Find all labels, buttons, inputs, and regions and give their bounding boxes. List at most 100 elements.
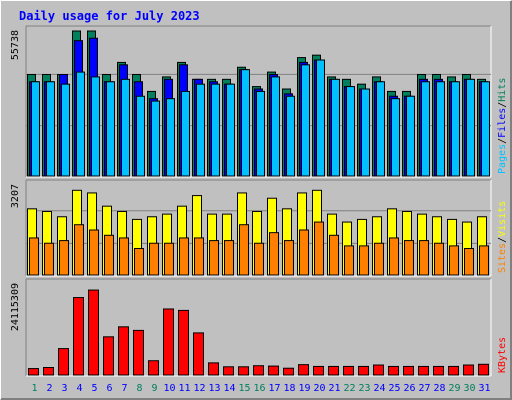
sites-bar-day-16: [254, 242, 264, 276]
sites-bar-day-17: [269, 232, 279, 276]
kbytes-bar-day-16: [253, 365, 264, 376]
sites-bar-day-10: [164, 242, 174, 276]
kbytes-bar-day-24: [373, 364, 384, 376]
legend-visits-sites: Sites/Visits: [497, 201, 508, 273]
pages-bar-day-7: [121, 78, 130, 177]
sites-bar-day-19: [299, 229, 309, 276]
day-label-1: 1: [31, 383, 37, 394]
pages-bar-day-1: [31, 81, 40, 177]
pages-bar-day-15: [241, 69, 250, 177]
pages-bar-day-22: [346, 86, 355, 177]
pages-bar-day-19: [301, 64, 310, 177]
kbytes-bar-day-23: [358, 365, 369, 376]
day-label-11: 11: [178, 383, 190, 394]
day-label-27: 27: [418, 383, 430, 394]
sites-bar-day-25: [389, 237, 399, 276]
kbytes-bar-day-4: [73, 297, 84, 376]
day-label-25: 25: [388, 383, 400, 394]
day-label-14: 14: [223, 383, 235, 394]
sites-bar-day-14: [224, 240, 234, 276]
pages-bar-day-13: [211, 83, 220, 177]
sites-bar-day-7: [119, 237, 129, 276]
day-label-20: 20: [313, 383, 325, 394]
pages-bar-day-16: [256, 90, 265, 177]
pages-bar-day-17: [271, 76, 280, 177]
day-label-8: 8: [136, 383, 142, 394]
day-label-13: 13: [208, 383, 220, 394]
kbytes-bar-day-26: [403, 365, 414, 376]
kbytes-bar-day-27: [418, 365, 429, 376]
kbytes-bar-day-25: [388, 365, 399, 376]
sites-bar-day-20: [314, 221, 324, 276]
kbytes-bar-day-29: [448, 365, 459, 376]
day-label-30: 30: [463, 383, 475, 394]
sites-bar-day-22: [344, 245, 354, 276]
kbytes-bar-day-20: [313, 365, 324, 376]
day-label-3: 3: [61, 383, 67, 394]
kbytes-bar-day-13: [208, 362, 219, 376]
sites-bar-day-5: [89, 229, 99, 276]
pages-bar-day-27: [421, 81, 430, 177]
kbytes-max-label: 24115309: [10, 283, 21, 331]
sites-bar-day-12: [194, 237, 204, 276]
kbytes-bar-day-10: [163, 308, 174, 376]
sites-bar-day-29: [449, 245, 459, 276]
visits-max-label: 3207: [10, 184, 21, 208]
kbytes-bar-day-22: [343, 365, 354, 376]
day-label-31: 31: [478, 383, 490, 394]
pages-bar-day-8: [136, 95, 145, 177]
pages-bar-day-30: [466, 78, 475, 177]
kbytes-bar-day-6: [103, 336, 114, 376]
day-label-15: 15: [238, 383, 250, 394]
kbytes-bar-day-11: [178, 309, 189, 376]
pages-bar-day-2: [46, 81, 55, 177]
day-label-4: 4: [76, 383, 82, 394]
chart-title: Daily usage for July 2023: [19, 9, 200, 23]
sites-bar-day-31: [479, 245, 489, 276]
day-label-7: 7: [121, 383, 127, 394]
kbytes-bar-day-21: [328, 365, 339, 376]
sites-bar-day-4: [74, 224, 84, 276]
legend-hits-files-pages: Pages/Files/Hits: [497, 78, 508, 174]
kbytes-bar-day-17: [268, 365, 279, 376]
sites-bar-day-30: [464, 248, 474, 276]
kbytes-bar-day-15: [238, 366, 249, 376]
day-label-19: 19: [298, 383, 310, 394]
kbytes-bar-day-18: [283, 367, 294, 376]
hits-max-label: 55738: [10, 30, 21, 60]
day-label-17: 17: [268, 383, 280, 394]
kbytes-bar-day-2: [43, 367, 54, 376]
sites-bar-day-23: [359, 245, 369, 276]
pages-bar-day-10: [166, 98, 175, 177]
pages-bar-day-21: [331, 78, 340, 177]
sites-bar-day-13: [209, 240, 219, 276]
day-label-9: 9: [151, 383, 157, 394]
pages-bar-day-25: [391, 98, 400, 177]
pages-bar-day-11: [181, 90, 190, 177]
pages-bar-day-31: [481, 81, 490, 177]
pages-bar-day-3: [61, 83, 70, 177]
legend-kbytes: KBytes: [497, 337, 508, 373]
sites-bar-day-27: [419, 240, 429, 276]
sites-bar-day-8: [134, 248, 144, 276]
kbytes-bar-day-31: [478, 363, 489, 376]
kbytes-bar-day-28: [433, 365, 444, 376]
day-label-6: 6: [106, 383, 112, 394]
sites-bar-day-6: [104, 234, 114, 276]
day-label-18: 18: [283, 383, 295, 394]
day-label-29: 29: [448, 383, 460, 394]
day-label-2: 2: [46, 383, 52, 394]
kbytes-bar-day-30: [463, 364, 474, 376]
sites-bar-day-11: [179, 237, 189, 276]
kbytes-bar-day-19: [298, 364, 309, 376]
sites-bar-day-21: [329, 234, 339, 276]
day-label-5: 5: [91, 383, 97, 394]
pages-bar-day-6: [106, 81, 115, 177]
sites-bar-day-18: [284, 240, 294, 276]
sites-bar-day-1: [29, 237, 39, 276]
sites-bar-day-15: [239, 224, 249, 276]
pages-bar-day-9: [151, 100, 160, 177]
pages-bar-day-28: [436, 81, 445, 177]
pages-bar-day-14: [226, 83, 235, 177]
